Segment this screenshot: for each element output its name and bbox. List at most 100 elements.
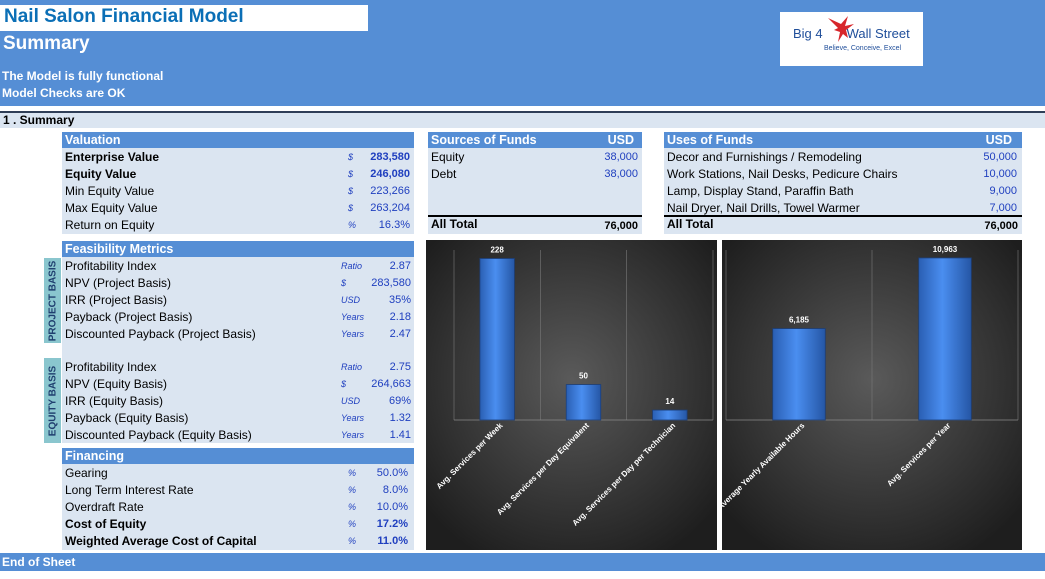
equity-basis-row-label: NPV (Equity Basis): [65, 377, 168, 391]
financing-header: Financing: [62, 448, 414, 464]
financing-row-value: 50.0%: [376, 467, 408, 479]
project-basis-row-unit: USD: [341, 295, 361, 305]
footer-text: End of Sheet: [2, 555, 76, 569]
financing-row-unit: %: [348, 502, 357, 512]
financing-panel: Financing: [62, 448, 414, 550]
footer-bar: End of Sheet: [0, 553, 1045, 571]
feasibility-header: Feasibility Metrics: [62, 241, 414, 257]
equity-basis-row-label: Discounted Payback (Equity Basis): [65, 428, 252, 442]
project-basis-row-value: 35%: [388, 294, 411, 306]
financing-row-unit: %: [348, 485, 357, 495]
project-basis-row-label: Discounted Payback (Project Basis): [65, 327, 256, 341]
financing-row-label: Long Term Interest Rate: [65, 483, 194, 497]
logo-text: Big 4 Wall Street: [793, 26, 910, 41]
model-status-functional: The Model is fully functional: [2, 69, 164, 83]
chart-bar: [479, 258, 515, 421]
financing-row-value: 11.0%: [377, 535, 408, 547]
valuation-row-label: Max Equity Value: [65, 201, 158, 215]
company-logo: Big 4 Wall Street Believe, Conceive, Exce…: [780, 12, 923, 66]
financing-row-unit: %: [348, 536, 357, 546]
financing-row-unit: %: [348, 519, 357, 529]
project-basis-row-value: 2.87: [389, 260, 411, 272]
equity-basis-row-value: 1.41: [389, 429, 411, 441]
financing-row-value: 10.0%: [376, 501, 408, 513]
uses-row-label: Nail Dryer, Nail Drills, Towel Warmer: [667, 201, 860, 215]
project-basis-row-unit: Years: [341, 312, 365, 322]
equity-basis-row-label: IRR (Equity Basis): [65, 394, 164, 408]
financing-row-value: 8.0%: [382, 484, 408, 496]
feasibility-panel: Feasibility Metrics: [62, 241, 414, 443]
page-subtitle: Summary: [3, 33, 90, 54]
equity-basis-row-value: 69%: [388, 395, 411, 407]
sources-total-value: 76,000: [604, 220, 638, 232]
financing-row-value: 17.2%: [376, 518, 408, 530]
project-basis-row-value: 2.18: [389, 311, 411, 323]
valuation-row-label: Enterprise Value: [65, 150, 160, 164]
project-basis-row-unit: Ratio: [341, 261, 363, 271]
sources-header: Sources of Funds USD: [428, 132, 642, 148]
equity-basis-label: EQUITY BASIS: [44, 358, 61, 443]
chart-data-label: 228: [490, 246, 504, 255]
equity-basis-row-value: 2.75: [389, 361, 411, 373]
valuation-row-value: 246,080: [370, 168, 410, 180]
valuation-row-value: 283,580: [370, 151, 410, 163]
sources-row-label: Equity: [431, 150, 465, 164]
valuation-row-unit: $: [348, 186, 354, 196]
project-basis-row-label: NPV (Project Basis): [65, 276, 172, 290]
valuation-row-label: Return on Equity: [65, 218, 155, 232]
uses-total-value: 76,000: [984, 220, 1018, 232]
model-status-checks: Model Checks are OK: [2, 86, 126, 100]
valuation-row-unit: $: [348, 169, 354, 179]
uses-total-label: All Total: [667, 217, 714, 231]
chart-bar: [565, 384, 602, 421]
equity-basis-row-label: Payback (Equity Basis): [65, 411, 189, 425]
project-basis-label: PROJECT BASIS: [44, 258, 61, 343]
chart-data-label: 10,963: [933, 245, 958, 254]
project-basis-row-value: 2.47: [389, 328, 411, 340]
financing-row-unit: %: [348, 468, 357, 478]
logo-tagline: Believe, Conceive, Excel: [824, 45, 902, 52]
equity-basis-row-label: Profitability Index: [65, 360, 157, 374]
valuation-header: Valuation: [62, 132, 414, 148]
financing-row-label: Weighted Average Cost of Capital: [65, 534, 257, 548]
uses-row-value: 9,000: [989, 185, 1017, 197]
uses-currency: USD: [985, 133, 1012, 147]
uses-header: Uses of Funds USD: [664, 132, 1022, 148]
sources-panel: Sources of Funds USD: [428, 132, 642, 234]
project-basis-row-label: IRR (Project Basis): [65, 293, 168, 307]
financing-row-label: Gearing: [65, 466, 108, 480]
uses-row-value: 10,000: [983, 168, 1017, 180]
project-basis-row-label: Profitability Index: [65, 259, 157, 273]
equity-basis-row-unit: USD: [341, 396, 361, 406]
equity-basis-row-unit: Years: [341, 413, 365, 423]
uses-row-label: Work Stations, Nail Desks, Pedicure Chai…: [667, 167, 898, 181]
title-box: [0, 5, 368, 31]
financing-row-label: Cost of Equity: [65, 517, 147, 531]
equity-basis-row-unit: Ratio: [341, 362, 363, 372]
valuation-row-value: 263,204: [370, 202, 410, 214]
page-title: Nail Salon Financial Model: [4, 6, 244, 27]
chart-bar: [652, 409, 688, 421]
financing-row-label: Overdraft Rate: [65, 500, 144, 514]
uses-row-value: 7,000: [989, 202, 1017, 214]
valuation-row-unit: $: [348, 203, 354, 213]
valuation-row-unit: %: [348, 220, 357, 230]
equity-basis-row-value: 264,663: [371, 378, 411, 390]
chart-data-label: 6,185: [789, 316, 810, 325]
section-title: 1 . Summary: [3, 113, 75, 127]
uses-row-value: 50,000: [983, 151, 1017, 163]
uses-row-label: Lamp, Display Stand, Paraffin Bath: [667, 184, 854, 198]
equity-basis-row-unit: $: [341, 379, 347, 389]
uses-row-label: Decor and Furnishings / Remodeling: [667, 150, 862, 164]
sources-currency: USD: [607, 133, 634, 147]
equity-basis-row-value: 1.32: [389, 412, 411, 424]
uses-total-rule: [664, 215, 1022, 217]
sources-total-rule: [428, 215, 642, 217]
equity-basis-row-unit: Years: [341, 430, 365, 440]
chart-bar: [918, 257, 972, 421]
sources-row-value: 38,000: [604, 151, 638, 163]
valuation-panel: Valuation: [62, 132, 414, 234]
sources-total-label: All Total: [431, 217, 478, 231]
project-basis-row-unit: Years: [341, 329, 365, 339]
